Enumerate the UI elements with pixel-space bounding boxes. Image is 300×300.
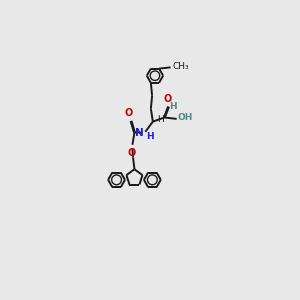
Text: H: H <box>169 102 177 111</box>
Text: CH₃: CH₃ <box>172 62 189 71</box>
Text: H: H <box>147 132 154 141</box>
Text: OH: OH <box>178 113 193 122</box>
Text: O: O <box>127 148 135 158</box>
Text: H: H <box>157 115 164 124</box>
Text: O: O <box>124 108 133 118</box>
Text: N: N <box>135 128 143 138</box>
Text: O: O <box>163 94 171 103</box>
